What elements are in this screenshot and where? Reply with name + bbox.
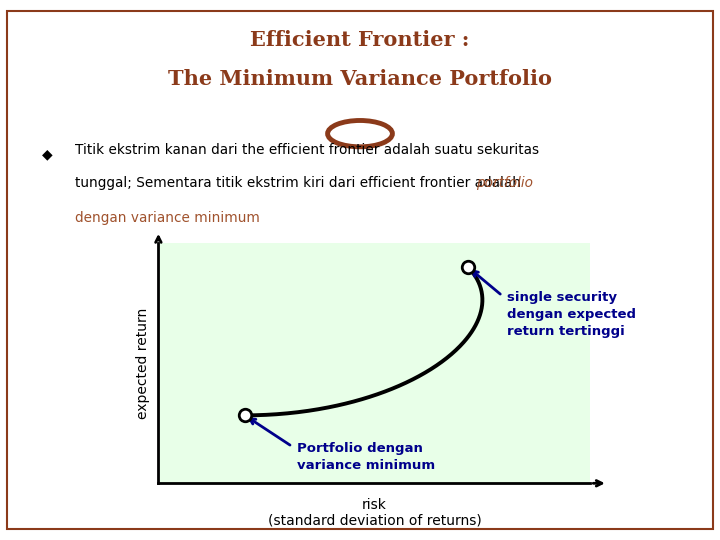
Y-axis label: expected return: expected return: [136, 307, 150, 419]
Text: Efficient Frontier :: Efficient Frontier :: [251, 30, 469, 50]
Text: Portfolio dengan
variance minimum: Portfolio dengan variance minimum: [297, 442, 435, 472]
Text: ◆: ◆: [42, 147, 53, 161]
Text: single security
dengan expected
return tertinggi: single security dengan expected return t…: [507, 291, 636, 338]
Text: Titik ekstrim kanan dari the efficient frontier adalah suatu sekuritas: Titik ekstrim kanan dari the efficient f…: [75, 143, 539, 157]
Text: The Minimum Variance Portfolio: The Minimum Variance Portfolio: [168, 69, 552, 89]
Text: tunggal; Sementara titik ekstrim kiri dari efficient frontier adalah: tunggal; Sementara titik ekstrim kiri da…: [75, 176, 526, 190]
Text: dengan variance minimum: dengan variance minimum: [75, 211, 260, 225]
Text: portfolio: portfolio: [476, 176, 533, 190]
Text: risk: risk: [362, 498, 387, 512]
Text: (standard deviation of returns): (standard deviation of returns): [268, 513, 481, 527]
